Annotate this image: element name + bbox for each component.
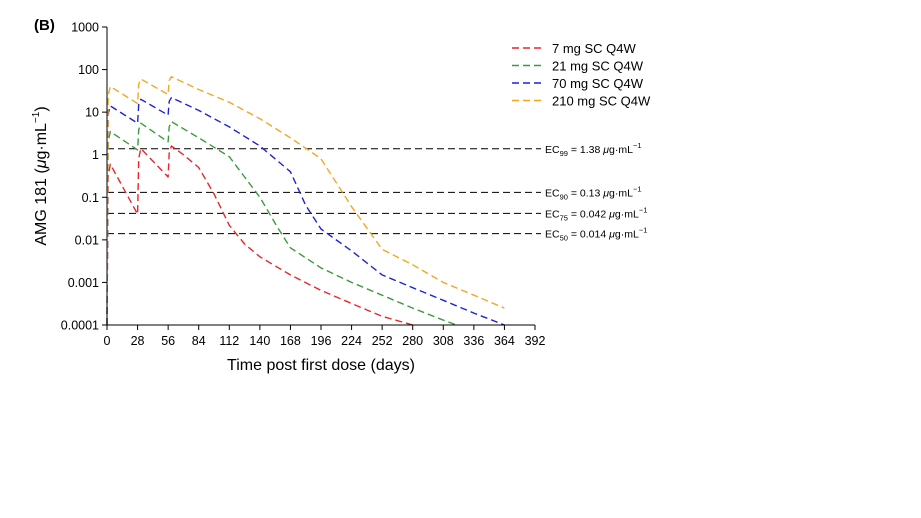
series-line-3 — [106, 96, 505, 326]
x-tick-label: 252 — [372, 334, 393, 348]
y-axis-label: AMG 181 (μg·mL−1) — [31, 106, 50, 245]
y-tick-label: 0.0001 — [61, 319, 99, 333]
series-line-2 — [106, 120, 457, 326]
legend-label: 21 mg SC Q4W — [552, 59, 644, 74]
x-tick-label: 224 — [341, 334, 362, 348]
legend-label: 7 mg SC Q4W — [552, 41, 637, 56]
y-tick-label: 0.001 — [68, 276, 99, 290]
series-line-4 — [106, 75, 505, 326]
x-tick-label: 28 — [131, 334, 145, 348]
ec-reference-lines: EC99 = 1.38 μg·mL−1 EC90 = 0.13 μg·mL−1 EC… — [107, 141, 647, 243]
x-tick-label: 364 — [494, 334, 515, 348]
ec90-label: EC90 = 0.13 μg·mL−1 — [545, 184, 642, 201]
ec75-label: EC75 = 0.042 μg·mL−1 — [545, 205, 647, 222]
axes — [106, 27, 535, 326]
ec99-label: EC99 = 1.38 μg·mL−1 — [545, 141, 642, 158]
x-tick-label: 84 — [192, 334, 206, 348]
x-tick-label: 168 — [280, 334, 301, 348]
y-tick-label: 100 — [78, 63, 99, 77]
x-tick-label: 140 — [249, 334, 270, 348]
y-tick-label: 10 — [85, 106, 99, 120]
y-tick-label: 0.1 — [82, 191, 99, 205]
legend-label: 210 mg SC Q4W — [552, 94, 651, 109]
x-tick-label: 336 — [463, 334, 484, 348]
panel-label: (B) — [34, 17, 55, 34]
x-tick-label: 56 — [161, 334, 175, 348]
y-ticks: 0.0001 0.001 0.01 0.1 1 10 100 1000 — [61, 21, 107, 333]
x-tick-label: 0 — [104, 334, 111, 348]
y-tick-label: 0.01 — [75, 233, 99, 247]
legend: 7 mg SC Q4W 21 mg SC Q4W 70 mg SC Q4W 210 m… — [512, 41, 651, 109]
x-tick-label: 308 — [433, 334, 454, 348]
x-axis-label: Time post first dose (days) — [227, 357, 415, 374]
x-tick-label: 280 — [402, 334, 423, 348]
concentration-series — [106, 75, 505, 326]
x-tick-label: 196 — [311, 334, 332, 348]
x-ticks: 0 28 56 84 112 140 168 196 224 252 280 308 336 364 392 — [104, 325, 546, 348]
y-tick-label: 1 — [92, 148, 99, 162]
series-line-1 — [106, 145, 413, 326]
ec50-label: EC50 = 0.014 μg·mL−1 — [545, 226, 647, 243]
y-tick-label: 1000 — [71, 21, 99, 35]
legend-label: 70 mg SC Q4W — [552, 76, 644, 91]
x-tick-label: 112 — [219, 334, 239, 348]
x-tick-label: 392 — [525, 334, 546, 348]
